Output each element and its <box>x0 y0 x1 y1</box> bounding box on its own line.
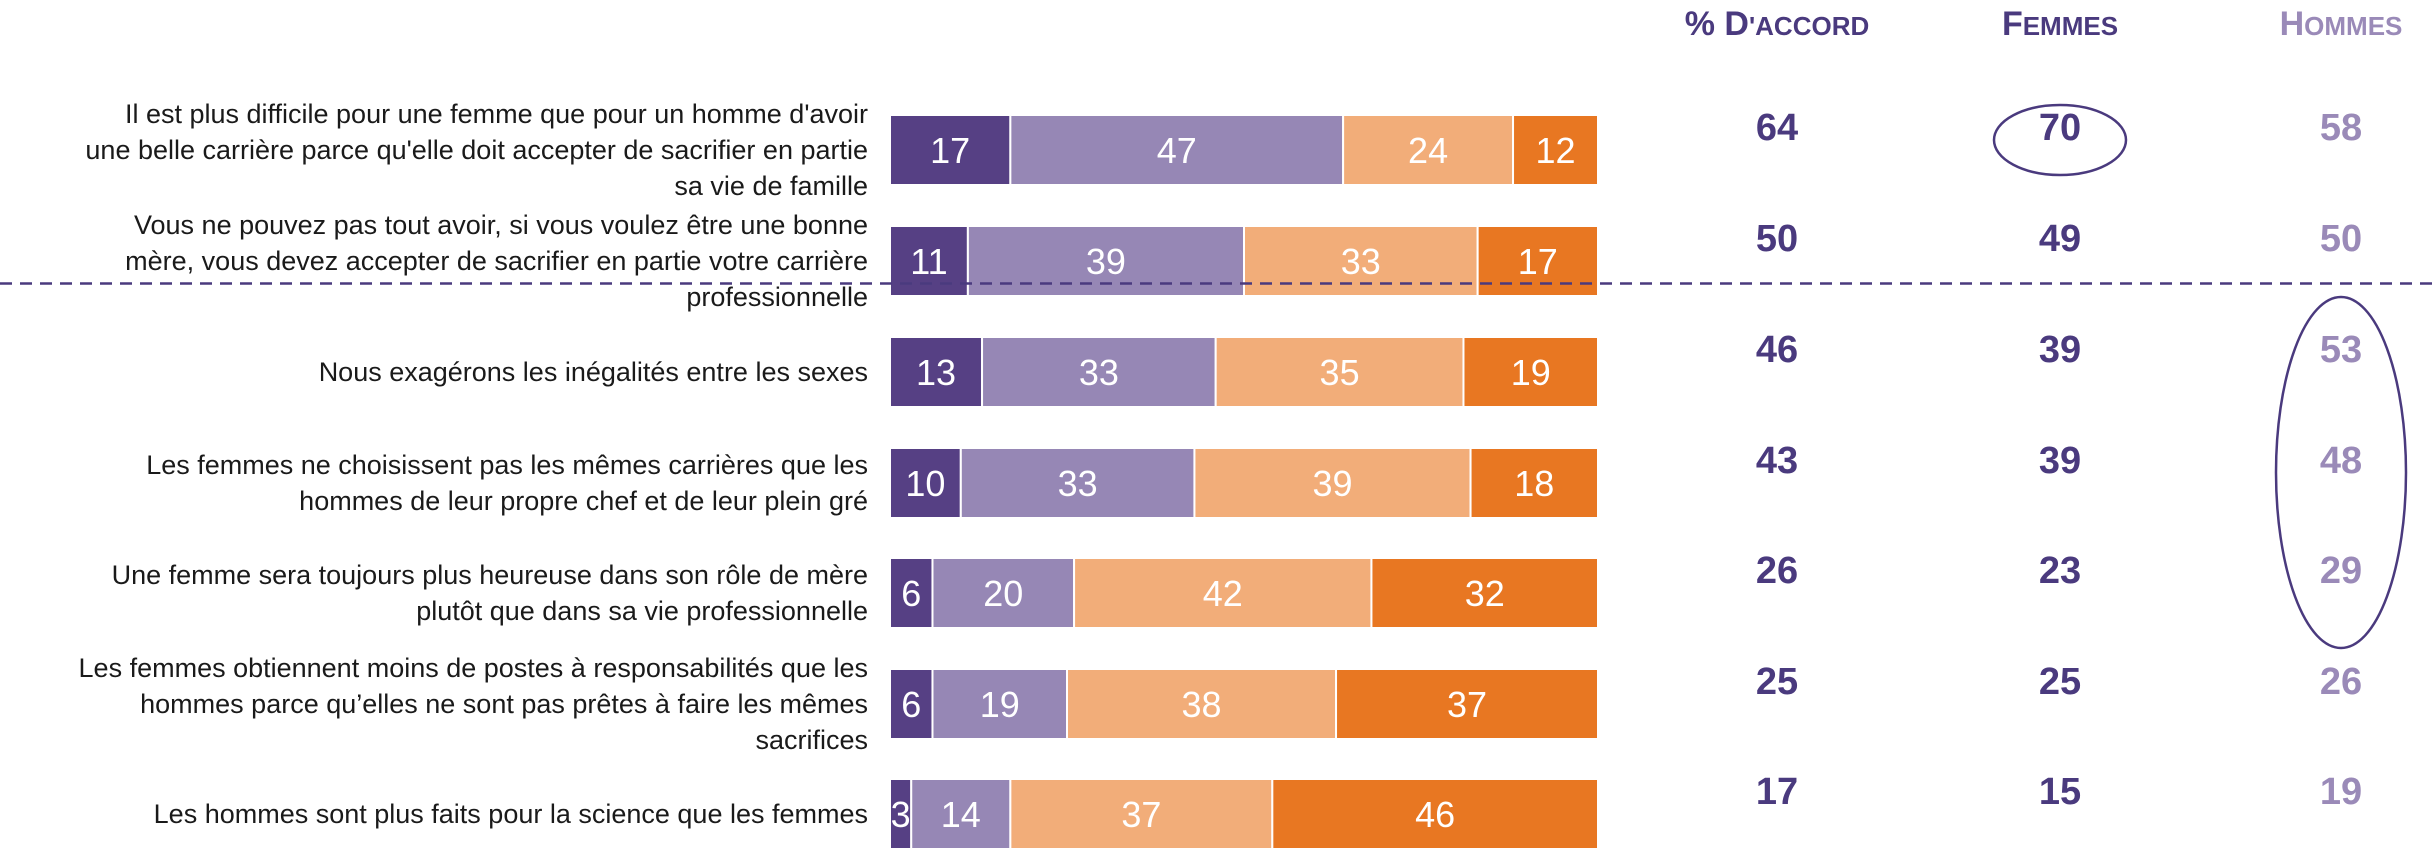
value-accord: 43 <box>1756 440 1798 482</box>
bar-segment-label: 20 <box>983 573 1023 614</box>
bar-segment-label: 19 <box>1511 352 1551 393</box>
bar-segment <box>931 668 1068 740</box>
bar-segment <box>959 447 1196 519</box>
bar-segment-label: 39 <box>1312 463 1352 504</box>
bar-segment-label: 17 <box>930 130 970 171</box>
bar-segment <box>1512 114 1600 186</box>
bar-segment-label: 24 <box>1408 130 1448 171</box>
bar-segment <box>1009 114 1345 186</box>
value-hommes: 19 <box>2320 771 2362 813</box>
value-accord: 46 <box>1756 329 1798 371</box>
bar-segment-label: 32 <box>1465 573 1505 614</box>
bar-segment-label: 37 <box>1447 684 1487 725</box>
bar-segment-label: 37 <box>1121 794 1161 835</box>
value-accord: 26 <box>1756 550 1798 592</box>
row-label: Vous ne pouvez pas tout avoir, si vous v… <box>125 210 868 312</box>
bar-segment <box>1271 778 1599 849</box>
bar-segment <box>1073 557 1373 629</box>
bar-segment <box>1009 778 1274 849</box>
bar-segment <box>889 336 984 408</box>
highlight-ellipse-hommes <box>2274 295 2408 650</box>
row-label: Les femmes obtiennent moins de postes à … <box>79 653 868 755</box>
bar-segment-label: 17 <box>1518 241 1558 282</box>
value-hommes: 50 <box>2320 218 2362 260</box>
bar-segment <box>910 778 1012 849</box>
column-header-hommes: HOMMES <box>2280 5 2403 43</box>
bar-segment <box>889 557 934 629</box>
column-header-accord: % D'ACCORD <box>1685 5 1870 43</box>
value-hommes: 26 <box>2320 661 2362 703</box>
bar-segment <box>981 336 1217 408</box>
value-hommes: 29 <box>2320 550 2362 592</box>
bar-segment-label: 42 <box>1203 573 1243 614</box>
bar-segment-label: 33 <box>1341 241 1381 282</box>
row-label: Une femme sera toujours plus heureuse da… <box>112 560 868 626</box>
bar-segment-label: 39 <box>1086 241 1126 282</box>
bar-segment <box>889 447 962 519</box>
value-femmes: 39 <box>2039 440 2081 482</box>
column-header-femmes: FEMMES <box>2002 5 2118 43</box>
bar-segment-label: 19 <box>980 684 1020 725</box>
value-femmes: 49 <box>2039 218 2081 260</box>
bar-segment <box>1476 225 1600 297</box>
value-hommes: 48 <box>2320 440 2362 482</box>
bar-segment-label: 18 <box>1514 463 1554 504</box>
row-label: Il est plus difficile pour une femme que… <box>85 99 868 201</box>
bar-segment-label: 6 <box>901 573 921 614</box>
bar-segment-label: 12 <box>1535 130 1575 171</box>
bar-segment <box>889 668 934 740</box>
value-hommes: 53 <box>2320 329 2362 371</box>
value-femmes: 23 <box>2039 550 2081 592</box>
bar-segment <box>1342 114 1515 186</box>
bar-segment-label: 47 <box>1157 130 1197 171</box>
bar-segment <box>1370 557 1599 629</box>
bar-segment-label: 13 <box>916 352 956 393</box>
bar-segment <box>889 114 1012 186</box>
highlight-ellipse-femmes <box>1992 103 2128 177</box>
bar-segment-label: 14 <box>941 794 981 835</box>
bar-segment-label: 6 <box>901 684 921 725</box>
bar-segment-label: 3 <box>891 794 911 835</box>
bar-segment-label: 46 <box>1415 794 1455 835</box>
bar-segment-label: 11 <box>910 241 947 282</box>
value-accord: 25 <box>1756 661 1798 703</box>
bar-segment-label: 35 <box>1320 352 1360 393</box>
bar-segment <box>931 557 1076 629</box>
bar-segment <box>1462 336 1599 408</box>
value-accord: 50 <box>1756 218 1798 260</box>
value-femmes: 25 <box>2039 661 2081 703</box>
bar-segment-label: 10 <box>905 463 945 504</box>
bar-segment <box>1469 447 1600 519</box>
row-label: Les femmes ne choisissent pas les mêmes … <box>146 450 868 516</box>
value-femmes: 70 <box>2039 107 2081 149</box>
bar-segment <box>1335 668 1600 740</box>
value-accord: 17 <box>1756 771 1798 813</box>
value-accord: 64 <box>1756 107 1798 149</box>
bar-segment-label: 38 <box>1181 684 1221 725</box>
bar-segment-label: 33 <box>1079 352 1119 393</box>
row-label: Nous exagérons les inégalités entre les … <box>319 357 868 387</box>
value-femmes: 39 <box>2039 329 2081 371</box>
row-label: Les hommes sont plus faits pour la scien… <box>154 799 868 829</box>
value-hommes: 58 <box>2320 107 2362 149</box>
bar-segment-label: 33 <box>1058 463 1098 504</box>
value-femmes: 15 <box>2039 771 2081 813</box>
bar-segment <box>1066 668 1338 740</box>
